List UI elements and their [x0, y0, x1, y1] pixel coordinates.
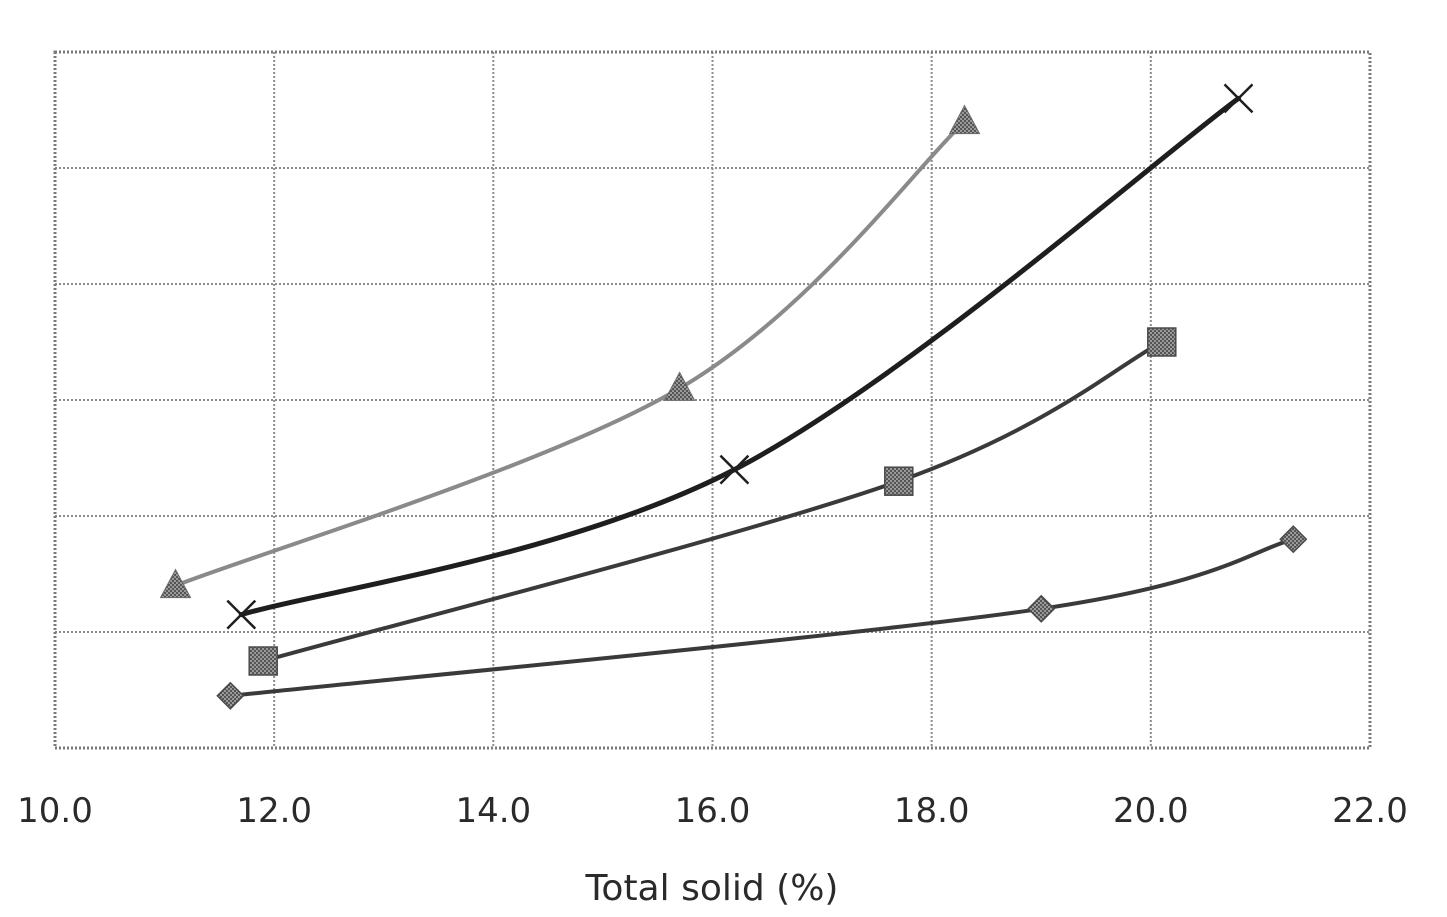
- data-point-diamond: [216, 681, 245, 710]
- x-tick-label: 12.0: [236, 791, 312, 831]
- data-point-triangle: [948, 104, 981, 135]
- series-line-square: [261, 340, 1164, 663]
- series-line-cross: [238, 95, 1241, 618]
- series-square: [248, 327, 1177, 676]
- x-tick-label: 18.0: [894, 791, 970, 831]
- series-line-diamond: [228, 537, 1296, 698]
- x-tick-label: 10.0: [17, 791, 93, 831]
- x-tick-label: 22.0: [1332, 791, 1408, 831]
- data-point-triangle: [159, 568, 192, 599]
- data-point-cross: [719, 454, 750, 485]
- data-point-square: [1147, 327, 1177, 357]
- plot-border: [53, 50, 1372, 750]
- x-tick-label: 14.0: [455, 791, 531, 831]
- data-point-cross: [226, 599, 257, 630]
- data-point-square: [884, 466, 914, 496]
- plot-frame: [53, 50, 1372, 750]
- data-point-square: [248, 646, 278, 676]
- series-cross: [226, 83, 1254, 630]
- series-triangle: [159, 104, 981, 599]
- x-axis-title: Total solid (%): [585, 868, 839, 909]
- cross-stroke: [719, 454, 750, 485]
- data-point-cross: [1223, 83, 1254, 114]
- x-tick-label: 16.0: [675, 791, 751, 831]
- series-group: [159, 83, 1308, 710]
- cross-stroke: [1223, 83, 1254, 114]
- x-axis-ticks: 10.0 12.0 14.0 16.0 18.0 20.0 22.0: [17, 791, 1408, 831]
- cross-stroke: [226, 599, 257, 630]
- data-point-diamond: [1279, 525, 1308, 554]
- data-point-triangle: [663, 371, 696, 401]
- data-point-diamond: [1027, 594, 1056, 623]
- x-tick-label: 20.0: [1113, 791, 1189, 831]
- series-diamond: [216, 525, 1308, 710]
- series-line-triangle: [173, 119, 967, 588]
- grid: [55, 52, 1370, 748]
